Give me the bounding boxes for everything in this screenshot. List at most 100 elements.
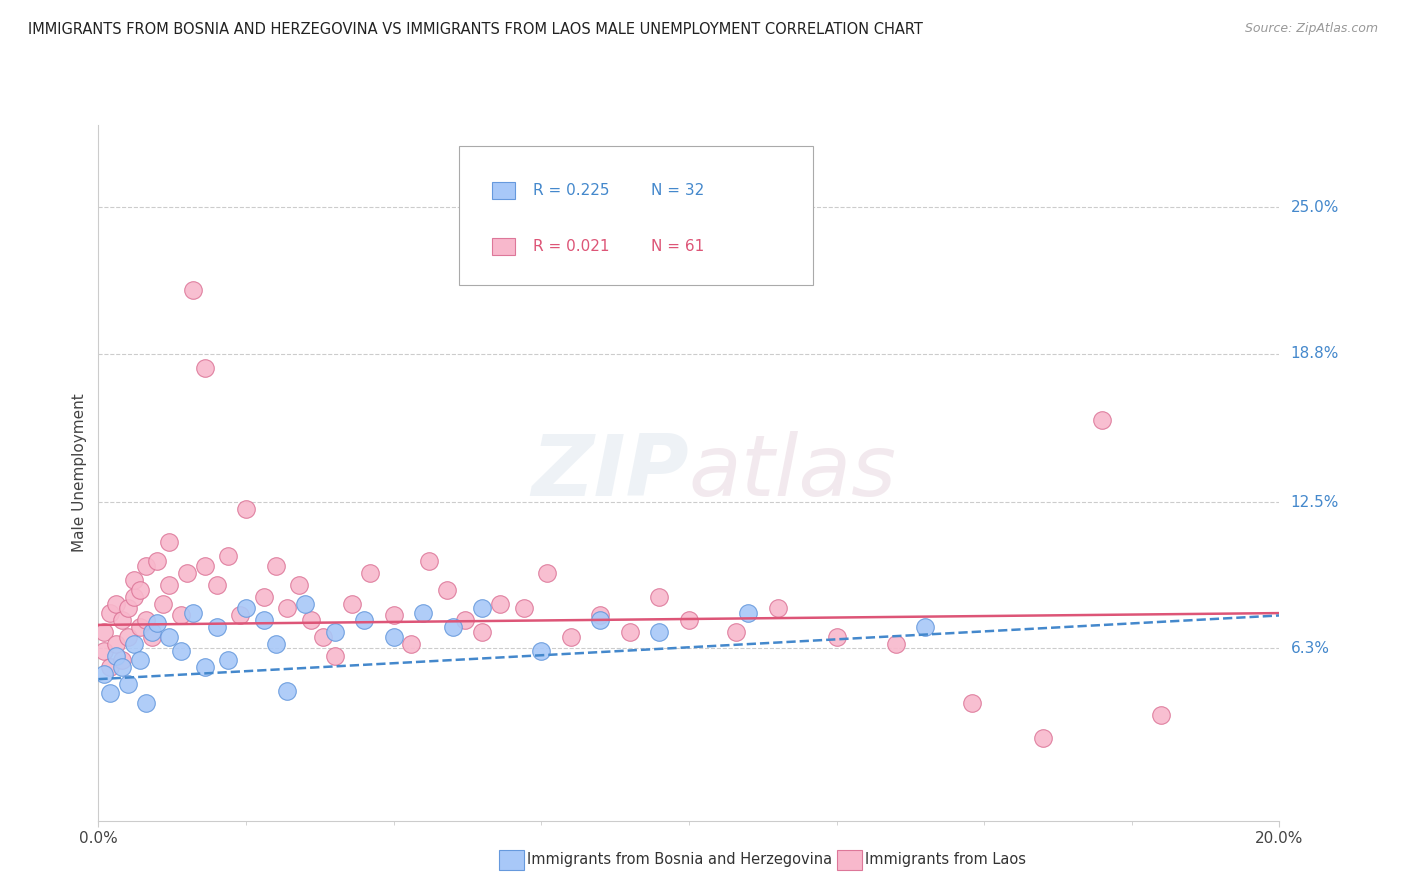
Text: 12.5%: 12.5%: [1291, 495, 1339, 509]
Point: [141, 624, 163, 639]
Text: Immigrants from Laos: Immigrants from Laos: [865, 853, 1026, 867]
Point: [205, 578, 228, 592]
Point: [157, 630, 180, 644]
Point: [530, 644, 553, 658]
Point: [471, 601, 494, 615]
Point: [98, 660, 121, 674]
Point: [194, 558, 217, 573]
Point: [176, 566, 198, 580]
Point: [288, 578, 311, 592]
Point: [412, 606, 434, 620]
Text: N = 32: N = 32: [651, 183, 704, 198]
Point: [135, 696, 157, 710]
Point: [962, 696, 984, 710]
Point: [264, 637, 287, 651]
Point: [135, 613, 157, 627]
Point: [312, 630, 335, 644]
Point: [441, 620, 464, 634]
Point: [194, 660, 217, 674]
Point: [217, 653, 239, 667]
Point: [93, 624, 115, 639]
Text: atlas: atlas: [689, 431, 897, 515]
Point: [560, 630, 582, 644]
Point: [146, 554, 169, 568]
Text: R = 0.021: R = 0.021: [533, 239, 610, 254]
Point: [253, 590, 276, 604]
Point: [93, 667, 115, 681]
Point: [217, 549, 239, 564]
Point: [766, 601, 789, 615]
Point: [122, 573, 145, 587]
Point: [359, 566, 381, 580]
Point: [1032, 731, 1054, 745]
Point: [105, 648, 128, 663]
Point: [382, 630, 405, 644]
Point: [105, 597, 128, 611]
Point: [128, 620, 150, 634]
Text: IMMIGRANTS FROM BOSNIA AND HERZEGOVINA VS IMMIGRANTS FROM LAOS MALE UNEMPLOYMENT: IMMIGRANTS FROM BOSNIA AND HERZEGOVINA V…: [28, 22, 922, 37]
Point: [737, 606, 759, 620]
Point: [181, 283, 204, 297]
Point: [229, 608, 252, 623]
Point: [382, 608, 405, 623]
Point: [678, 613, 700, 627]
Point: [117, 677, 139, 691]
Text: 18.8%: 18.8%: [1291, 346, 1339, 361]
Text: R = 0.225: R = 0.225: [533, 183, 610, 198]
Text: 6.3%: 6.3%: [1291, 641, 1330, 656]
Point: [489, 597, 512, 611]
Point: [512, 601, 534, 615]
Point: [648, 624, 671, 639]
FancyBboxPatch shape: [458, 145, 813, 285]
Point: [98, 606, 121, 620]
Point: [825, 630, 848, 644]
Point: [152, 597, 174, 611]
Point: [619, 624, 641, 639]
Point: [323, 624, 346, 639]
Point: [253, 613, 276, 627]
Point: [589, 613, 612, 627]
Point: [1150, 707, 1173, 722]
Text: Immigrants from Bosnia and Herzegovina: Immigrants from Bosnia and Herzegovina: [527, 853, 832, 867]
Point: [914, 620, 936, 634]
Point: [299, 613, 322, 627]
Point: [648, 590, 671, 604]
Point: [157, 535, 180, 549]
Point: [111, 653, 134, 667]
Point: [111, 613, 134, 627]
Point: [453, 613, 475, 627]
Point: [122, 590, 145, 604]
Point: [141, 630, 163, 644]
Point: [264, 558, 287, 573]
Point: [342, 597, 364, 611]
Point: [276, 601, 298, 615]
Point: [205, 620, 228, 634]
Y-axis label: Male Unemployment: Male Unemployment: [72, 393, 87, 552]
Point: [471, 624, 494, 639]
Point: [146, 615, 169, 630]
Point: [536, 566, 558, 580]
Text: 25.0%: 25.0%: [1291, 200, 1339, 215]
Bar: [492, 238, 516, 255]
Point: [111, 660, 134, 674]
Text: N = 61: N = 61: [651, 239, 704, 254]
Point: [135, 558, 157, 573]
Text: ZIP: ZIP: [531, 431, 689, 515]
Point: [98, 686, 121, 700]
Point: [436, 582, 458, 597]
Point: [170, 608, 193, 623]
Point: [117, 630, 139, 644]
Point: [117, 601, 139, 615]
Point: [194, 360, 217, 375]
Point: [353, 613, 375, 627]
Point: [725, 624, 748, 639]
Point: [1091, 413, 1114, 427]
Point: [589, 608, 612, 623]
Point: [181, 606, 204, 620]
Point: [122, 637, 145, 651]
Point: [294, 597, 316, 611]
Point: [235, 502, 257, 516]
Point: [157, 578, 180, 592]
Point: [401, 637, 423, 651]
Point: [323, 648, 346, 663]
